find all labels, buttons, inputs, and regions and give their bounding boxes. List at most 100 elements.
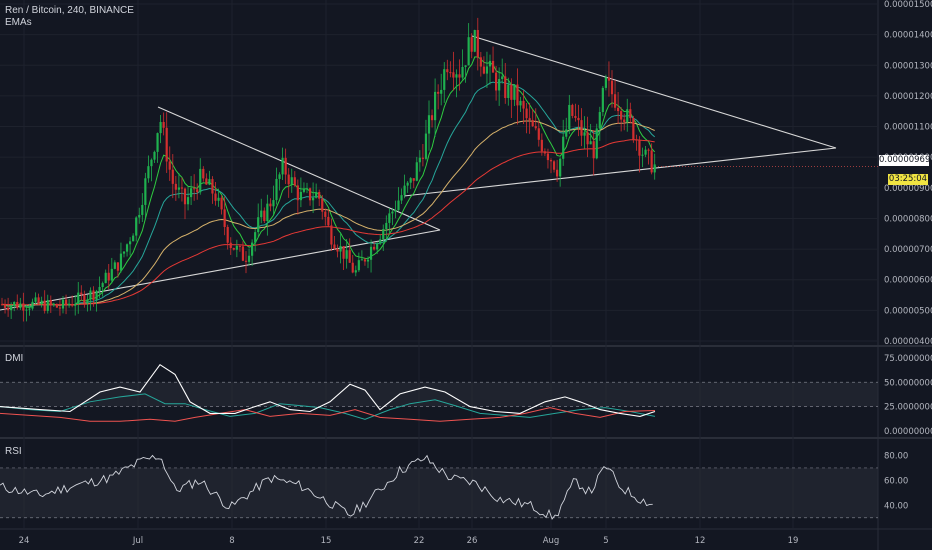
candle-body <box>339 245 342 252</box>
candle-body <box>412 178 415 181</box>
candle-body <box>629 109 632 119</box>
candle-body <box>46 300 49 311</box>
countdown-badge: 03:25:04 <box>888 174 928 185</box>
candle-body <box>55 304 58 308</box>
candle-body <box>193 188 196 190</box>
candle-body <box>211 179 214 194</box>
candle-body <box>528 118 531 121</box>
candle-body <box>235 245 238 250</box>
candle-body <box>40 300 43 304</box>
price-tick-label: 0.00000700 <box>884 245 932 255</box>
candle-body <box>150 159 153 167</box>
candle-body <box>446 69 449 73</box>
candle-body <box>354 270 357 273</box>
candle-body <box>373 246 376 250</box>
candle-body <box>278 174 281 179</box>
candle-body <box>476 30 479 58</box>
candle-body <box>403 185 406 196</box>
candle-body <box>315 192 318 198</box>
time-tick-label: 19 <box>788 536 799 546</box>
candle-body <box>607 77 611 81</box>
candle-body <box>366 259 370 262</box>
candle-body <box>220 197 223 210</box>
candle-body <box>156 133 159 152</box>
symbol-title: Ren / Bitcoin, 240, BINANCE <box>5 5 134 16</box>
candle-body <box>254 232 257 243</box>
candle-body <box>74 303 77 306</box>
candle-body <box>159 121 162 134</box>
candle-body <box>348 250 351 263</box>
candle-body <box>351 262 354 273</box>
candle-body <box>302 189 306 192</box>
symbol-legend: Ren / Bitcoin, 240, BINANCE EMAs <box>5 5 134 29</box>
price-tick-label: 0.00000400 <box>884 337 932 347</box>
candle-body <box>495 72 498 91</box>
candle-body <box>644 149 647 155</box>
candle-body <box>458 74 461 78</box>
candle-body <box>601 87 604 113</box>
candle-body <box>183 188 187 205</box>
candle-body <box>455 74 458 78</box>
candle-body <box>162 121 165 128</box>
candle-body <box>427 115 431 134</box>
candle-body <box>467 37 470 66</box>
candle-body <box>461 66 464 78</box>
adx-line <box>0 363 656 417</box>
last-price-badge: 0.00000969 <box>879 155 931 166</box>
candle-body <box>379 239 382 244</box>
candle-body <box>336 248 339 252</box>
candle-body <box>13 302 16 306</box>
candle-body <box>199 168 202 193</box>
candle-body <box>202 168 205 179</box>
ema-legend: EMAs <box>5 17 32 28</box>
price-tick-label: 0.00001100 <box>884 123 932 133</box>
candle-body <box>68 304 71 306</box>
candle-body <box>251 242 254 256</box>
dmi-tick-label: 25.00000000 <box>884 403 932 413</box>
candle-body <box>244 260 248 262</box>
candle-body <box>98 287 101 291</box>
candle-body <box>552 161 556 170</box>
candle-body <box>34 297 37 302</box>
candle-body <box>241 246 245 261</box>
candle-body <box>296 185 299 201</box>
rsi-tick-label: 40.00 <box>884 501 908 511</box>
trendline <box>403 147 837 197</box>
candle-body <box>613 94 617 108</box>
candle-body <box>43 300 46 311</box>
candle-body <box>272 200 275 207</box>
candle-body <box>107 272 110 281</box>
candle-body <box>650 150 653 173</box>
dmi-band <box>0 382 878 407</box>
candle-body <box>586 132 589 145</box>
candle-body <box>3 304 7 308</box>
candle-body <box>247 255 251 262</box>
candle-body <box>10 305 13 311</box>
candle-body <box>208 179 211 185</box>
candle-body <box>391 211 394 214</box>
candle-body <box>77 292 80 304</box>
trendline <box>157 106 441 231</box>
candle-body <box>312 197 315 201</box>
candle-body <box>257 217 260 233</box>
candle-body <box>125 244 129 252</box>
candle-body <box>92 290 95 300</box>
rsi-band <box>0 467 878 518</box>
candle-body <box>604 77 607 88</box>
rsi-line <box>0 454 653 520</box>
candle-body <box>470 37 473 52</box>
rsi-title: RSI <box>5 446 22 457</box>
candle-body <box>513 84 516 100</box>
candle-body <box>452 72 455 78</box>
candle-body <box>485 66 489 74</box>
time-tick-label: 26 <box>467 536 478 546</box>
candle-body <box>598 112 601 129</box>
candle-body <box>308 188 312 201</box>
candle-body <box>409 178 412 183</box>
candle-body <box>437 91 440 94</box>
candle-body <box>363 259 367 262</box>
time-tick-label: 22 <box>414 536 425 546</box>
candle-body <box>52 304 55 306</box>
price-tick-label: 0.00000500 <box>884 306 932 316</box>
